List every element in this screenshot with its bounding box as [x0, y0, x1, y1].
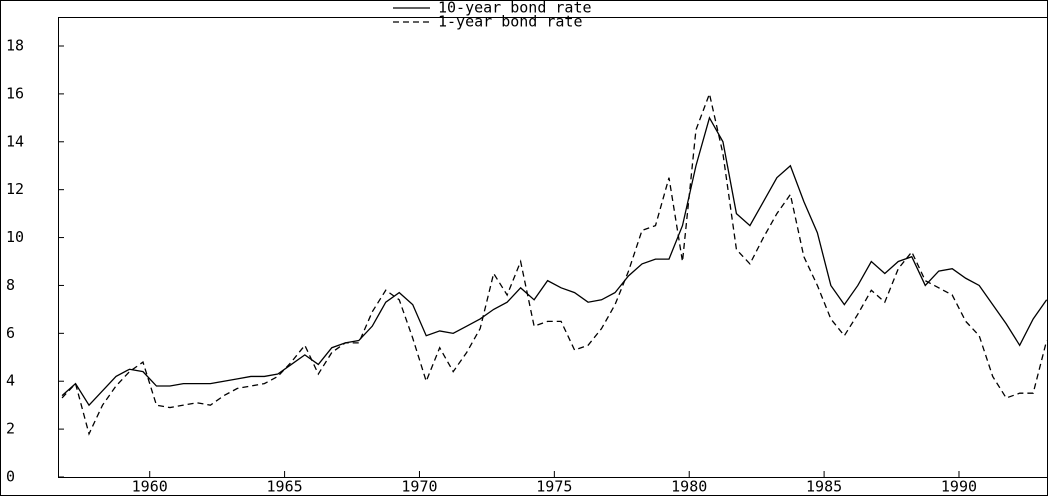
y-tick-label: 0	[6, 468, 15, 486]
y-tick-label: 10	[6, 228, 24, 246]
x-tick-label: 1965	[267, 478, 303, 496]
y-tick-label: 8	[6, 276, 15, 294]
x-tick-label: 1975	[536, 478, 572, 496]
plot-frame	[58, 17, 1048, 478]
line-series	[61, 91, 1048, 436]
y-tick-label: 6	[6, 324, 15, 342]
y-tick-label: 14	[6, 132, 24, 150]
y-tick-label: 2	[6, 420, 15, 438]
x-tick-label: 1960	[132, 478, 168, 496]
line-series	[61, 116, 1048, 407]
x-tick-label: 1980	[671, 478, 707, 496]
legend-label: 1-year bond rate	[438, 13, 583, 31]
y-tick-label: 12	[6, 180, 24, 198]
y-tick-label: 4	[6, 372, 15, 390]
x-tick-label: 1990	[941, 478, 977, 496]
y-tick-label: 16	[6, 84, 24, 102]
y-tick-label: 18	[6, 37, 24, 55]
x-tick-label: 1985	[806, 478, 842, 496]
x-tick-label: 1970	[401, 478, 437, 496]
legend-label: 10-year bond rate	[438, 0, 592, 17]
